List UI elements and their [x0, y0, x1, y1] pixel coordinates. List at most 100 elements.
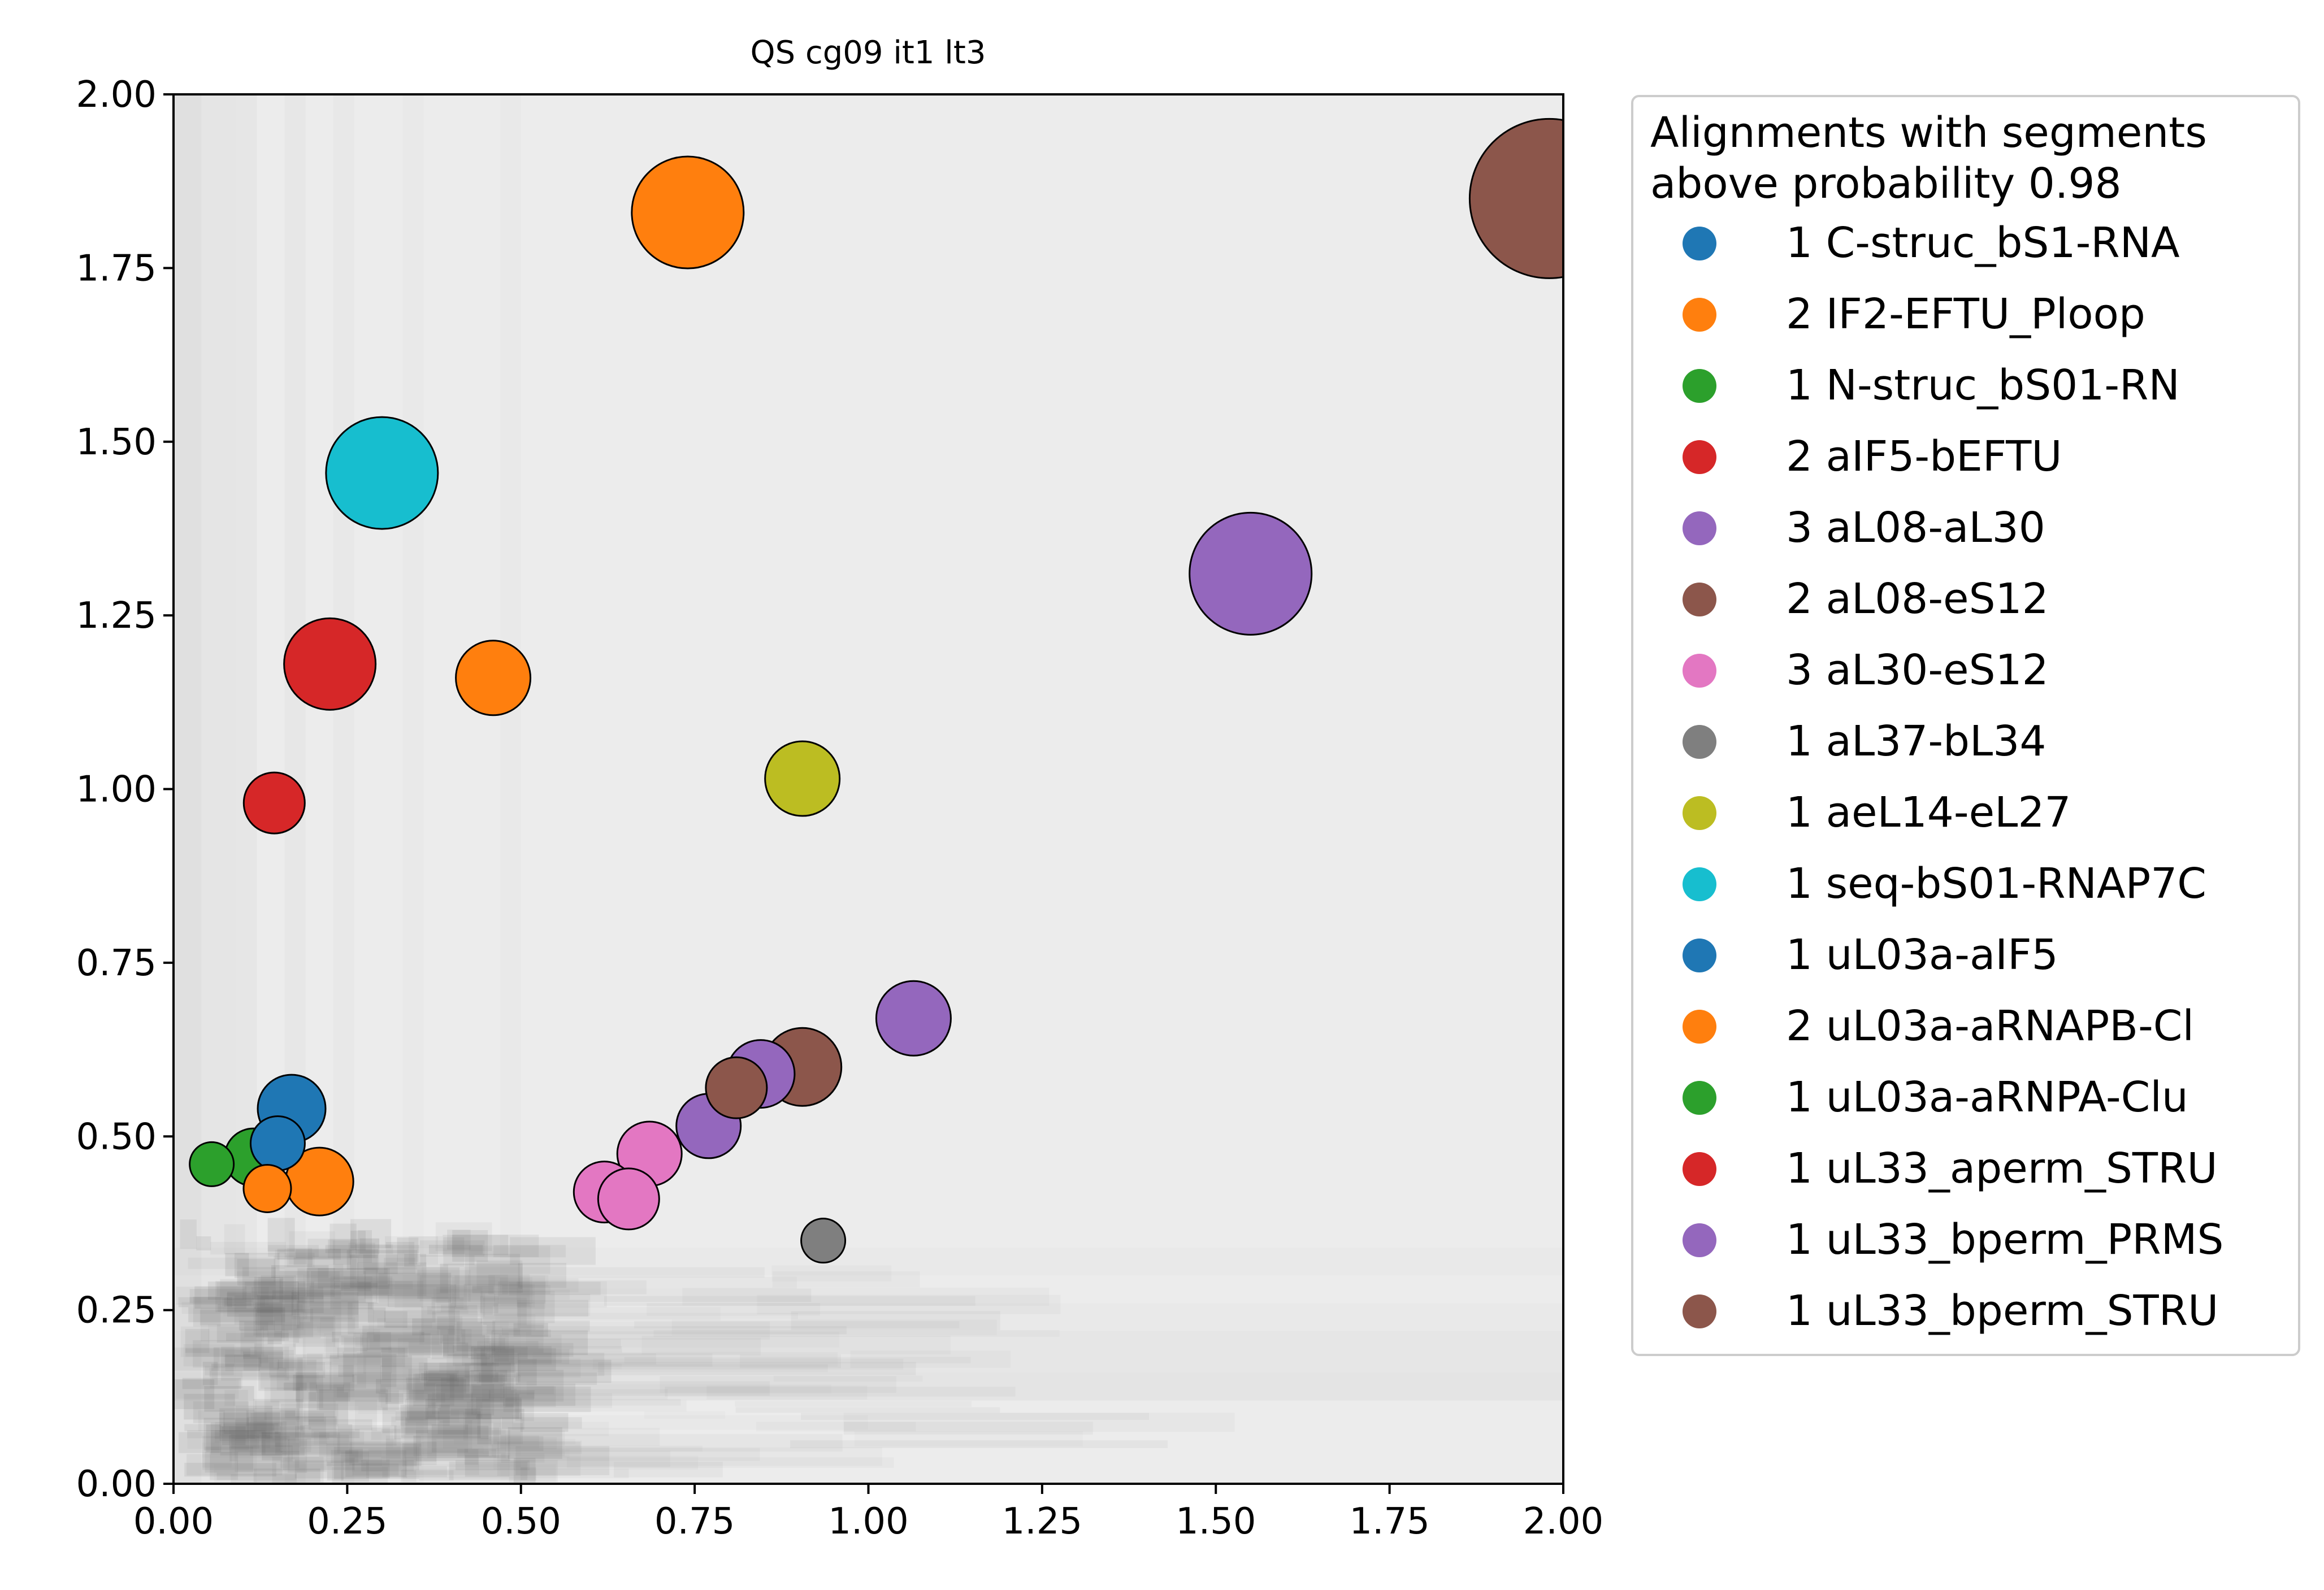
texture-patch — [202, 1452, 232, 1468]
texture-patch — [300, 1425, 397, 1446]
texture-patch — [275, 1443, 300, 1455]
texture-patch — [202, 1436, 290, 1470]
texture-patch — [388, 1284, 457, 1307]
texture-patch — [443, 1343, 469, 1358]
texture-patch — [361, 1460, 414, 1472]
texture-patch — [187, 1430, 271, 1439]
texture-patch — [225, 1350, 294, 1371]
data-point — [249, 1115, 306, 1172]
texture-patch — [258, 1357, 303, 1391]
texture-patch — [480, 1349, 514, 1373]
texture-patch — [311, 1429, 360, 1439]
texture-streak — [224, 1355, 393, 1363]
texture-patch — [350, 1219, 392, 1248]
texture-patch — [409, 1236, 438, 1265]
texture-patch — [293, 1374, 354, 1391]
legend-marker — [1683, 654, 1716, 688]
texture-patch — [349, 1441, 437, 1466]
legend-marker — [1683, 1223, 1716, 1257]
texture-streak — [735, 1407, 1000, 1413]
texture-patch — [408, 1369, 470, 1399]
texture-patch — [394, 1426, 489, 1440]
data-point — [875, 980, 952, 1057]
texture-patch — [456, 1459, 530, 1471]
legend-marker — [1683, 1081, 1716, 1115]
texture-patch — [223, 1412, 280, 1427]
legend-items: 1 C-struc_bS1-RNA 2 IF2-EFTU_Ploop 1 N-str… — [1683, 219, 2223, 1335]
y-axis: 0.00 0.25 0.50 0.75 1.00 1.25 1.50 1.75 2.00 — [76, 74, 174, 1505]
texture-patch — [189, 1289, 245, 1303]
texture-patch — [257, 1295, 324, 1313]
legend-item: 2 aL08-eS12 — [1683, 575, 2049, 623]
texture-patch — [234, 1295, 274, 1325]
texture-patch — [401, 1470, 417, 1482]
texture-patch — [450, 1408, 476, 1416]
texture-patch — [431, 1335, 490, 1359]
texture-streak — [565, 1445, 703, 1452]
texture-patch — [294, 1459, 390, 1479]
legend-marker — [1683, 511, 1716, 545]
texture-patch — [481, 1359, 537, 1386]
texture-patch — [280, 1450, 300, 1469]
data-point — [631, 155, 745, 270]
texture-patch — [457, 1449, 496, 1458]
texture-patch — [407, 1410, 459, 1423]
texture-patch — [276, 1361, 332, 1391]
texture-patch — [244, 1322, 268, 1337]
legend-label: 1 uL03a-aIF5 — [1786, 931, 2058, 979]
texture-patch — [352, 1463, 399, 1476]
texture-streak — [519, 1276, 797, 1289]
texture-patch — [275, 1249, 352, 1259]
legend-box — [1631, 95, 2300, 1356]
texture-streak — [604, 1296, 975, 1306]
texture-streak — [526, 1381, 770, 1396]
texture-patch — [476, 1353, 493, 1384]
texture-patch — [176, 1379, 239, 1399]
texture-patch — [333, 1281, 413, 1289]
y-tick-label: 0.25 — [76, 1290, 157, 1332]
texture-patch — [452, 1235, 539, 1257]
texture-patch — [441, 1378, 514, 1408]
chart-title: QS cg09 it1 lt3 — [751, 34, 986, 71]
texture-patch — [261, 1372, 317, 1389]
texture-patch — [465, 1455, 510, 1477]
texture-patch — [297, 1357, 366, 1389]
texture-streak — [285, 1284, 533, 1296]
texture-patch — [229, 1426, 311, 1453]
texture-patch — [226, 1333, 289, 1341]
texture-patch — [450, 1285, 467, 1310]
texture-patch — [337, 1387, 386, 1398]
texture-patch — [487, 1324, 544, 1353]
texture-patch — [517, 1302, 545, 1328]
texture-patch — [419, 1330, 439, 1345]
texture-streak — [641, 1336, 951, 1354]
texture-patch — [493, 1332, 509, 1362]
legend-item: 1 aL37-bL34 — [1683, 717, 2046, 766]
texture-patch — [308, 1392, 349, 1425]
texture-patch — [193, 1297, 221, 1327]
texture-patch — [271, 1265, 329, 1278]
texture-patch — [250, 1413, 324, 1422]
texture-patch — [259, 1359, 279, 1370]
texture-patch — [425, 1398, 522, 1419]
texture-patch — [260, 1296, 293, 1331]
y-tick-label: 1.25 — [76, 595, 157, 637]
texture-patch — [471, 1384, 495, 1415]
texture-patch — [182, 1378, 241, 1389]
texture-patch — [472, 1285, 494, 1293]
texture-patch — [311, 1271, 340, 1288]
texture-patch — [502, 1328, 521, 1335]
texture-patch — [223, 1423, 279, 1434]
texture-patch — [237, 1461, 324, 1472]
texture-patch — [310, 1307, 386, 1322]
texture-patch — [344, 1337, 368, 1352]
texture-patch — [463, 1284, 535, 1307]
texture-patch — [225, 1253, 249, 1276]
texture-patch — [297, 1300, 359, 1328]
texture-patch — [255, 1302, 283, 1326]
texture-patch — [420, 1255, 475, 1265]
texture-streak — [307, 1353, 656, 1365]
texture-patch — [342, 1351, 357, 1376]
texture-patch — [253, 1398, 303, 1431]
texture-patch — [493, 1423, 523, 1444]
